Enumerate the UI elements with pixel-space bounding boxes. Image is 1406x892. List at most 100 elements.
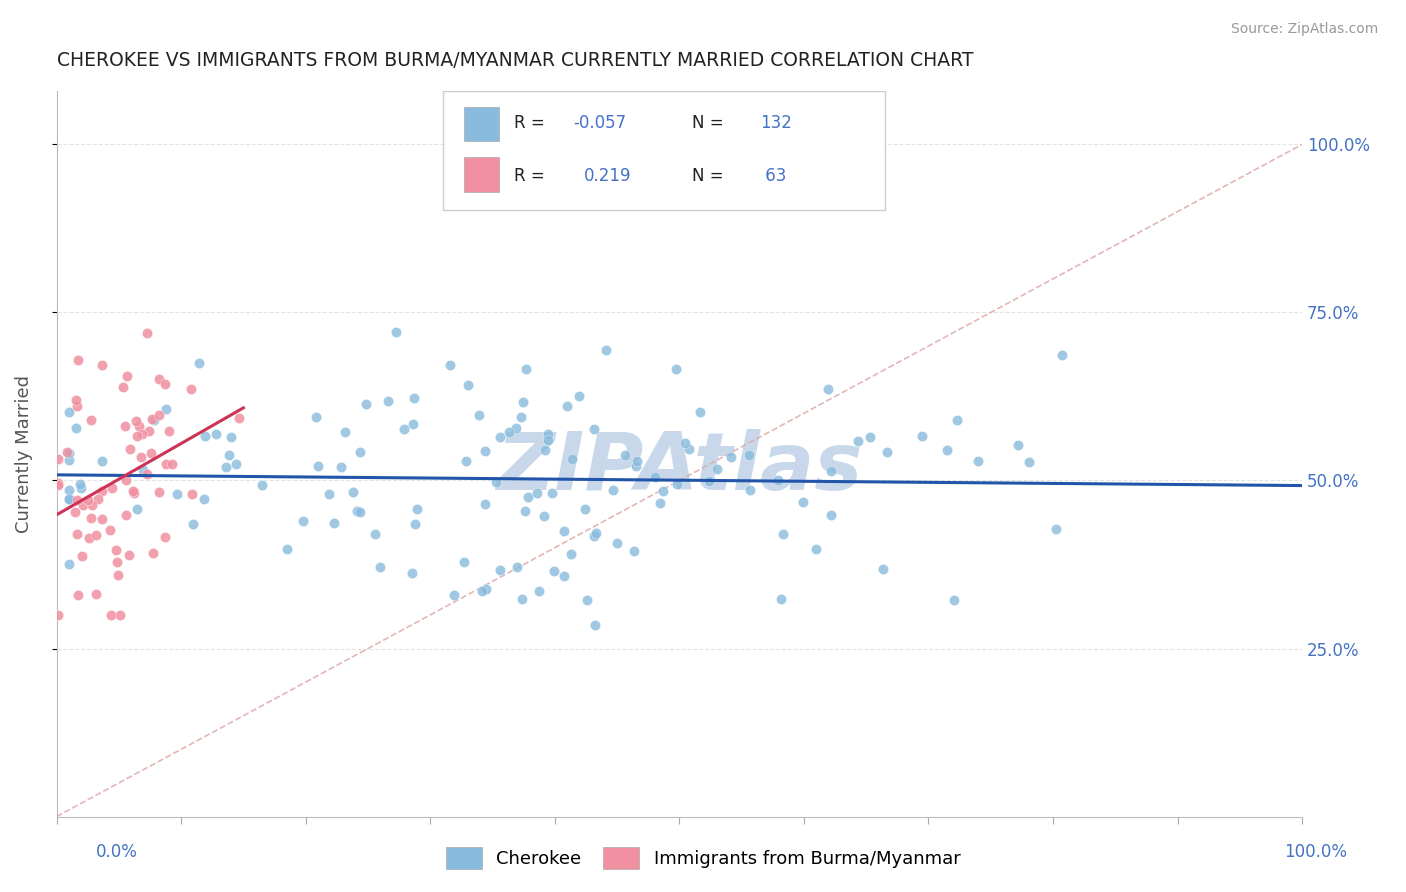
Point: [87, 492, 110, 507]
Point: [697, 474, 720, 488]
Point: [623, 544, 645, 558]
Point: [276, 541, 298, 556]
Point: [474, 497, 496, 511]
Point: [122, 483, 145, 498]
Point: [148, 485, 170, 500]
Point: [543, 564, 565, 578]
Point: [457, 378, 479, 392]
Text: R =: R =: [513, 114, 550, 132]
Point: [307, 458, 329, 473]
Point: [155, 402, 177, 417]
Point: [101, 482, 124, 496]
Point: [72, 549, 94, 563]
Text: ZIPAtlas: ZIPAtlas: [496, 429, 862, 508]
Point: [111, 380, 134, 394]
Point: [689, 405, 711, 419]
Point: [484, 475, 506, 489]
Point: [766, 473, 789, 487]
Point: [125, 414, 148, 428]
Point: [58, 483, 80, 498]
Point: [910, 429, 932, 443]
Point: [56, 445, 79, 459]
Point: [58, 446, 80, 460]
Point: [488, 563, 510, 577]
Point: [58, 453, 80, 467]
Point: [678, 442, 700, 456]
Point: [557, 399, 579, 413]
Point: [624, 459, 647, 474]
Point: [318, 486, 340, 500]
Point: [602, 483, 624, 497]
Point: [105, 555, 128, 569]
Point: [515, 362, 537, 376]
Point: [846, 434, 869, 448]
Point: [872, 562, 894, 576]
Point: [131, 427, 153, 442]
Point: [142, 546, 165, 560]
Point: [876, 444, 898, 458]
Point: [468, 408, 491, 422]
Point: [72, 498, 94, 512]
Point: [471, 584, 494, 599]
Point: [69, 477, 91, 491]
Point: [489, 430, 512, 444]
Point: [665, 476, 688, 491]
Point: [114, 419, 136, 434]
Point: [943, 592, 966, 607]
Point: [58, 405, 80, 419]
Point: [575, 593, 598, 607]
Point: [583, 528, 606, 542]
Point: [364, 527, 387, 541]
Point: [533, 508, 555, 523]
Point: [644, 470, 666, 484]
Point: [475, 582, 498, 596]
Point: [91, 454, 114, 468]
Point: [70, 482, 93, 496]
Point: [58, 557, 80, 571]
Point: [219, 430, 242, 444]
Point: [58, 492, 80, 507]
Text: 0.0%: 0.0%: [96, 843, 138, 861]
Point: [515, 504, 537, 518]
Point: [966, 454, 988, 468]
Point: [505, 420, 527, 434]
Text: 0.219: 0.219: [583, 167, 631, 185]
Text: 63: 63: [761, 167, 787, 185]
Point: [91, 512, 114, 526]
Point: [346, 504, 368, 518]
Point: [537, 426, 560, 441]
Point: [77, 531, 100, 545]
Point: [65, 393, 87, 408]
Point: [139, 446, 162, 460]
Point: [141, 412, 163, 426]
Text: 132: 132: [761, 114, 792, 132]
Point: [291, 514, 314, 528]
Point: [553, 569, 575, 583]
Point: [516, 491, 538, 505]
Point: [118, 548, 141, 562]
Point: [1007, 438, 1029, 452]
Point: [148, 408, 170, 422]
Point: [100, 607, 122, 622]
Point: [509, 409, 531, 424]
Y-axis label: Currently Married: Currently Married: [15, 375, 32, 533]
Point: [401, 566, 423, 581]
Point: [128, 419, 150, 434]
Point: [77, 492, 100, 507]
Text: N =: N =: [692, 114, 724, 132]
Point: [935, 443, 957, 458]
Point: [405, 502, 427, 516]
Point: [305, 410, 328, 425]
Point: [817, 383, 839, 397]
Point: [108, 607, 131, 622]
Point: [585, 525, 607, 540]
Point: [180, 487, 202, 501]
Point: [377, 393, 399, 408]
Point: [155, 457, 177, 471]
Point: [155, 376, 177, 391]
Point: [215, 459, 238, 474]
FancyBboxPatch shape: [443, 91, 884, 211]
Point: [46, 478, 69, 492]
Point: [560, 547, 582, 561]
Text: CHEROKEE VS IMMIGRANTS FROM BURMA/MYANMAR CURRENTLY MARRIED CORRELATION CHART: CHEROKEE VS IMMIGRANTS FROM BURMA/MYANMA…: [56, 51, 973, 70]
